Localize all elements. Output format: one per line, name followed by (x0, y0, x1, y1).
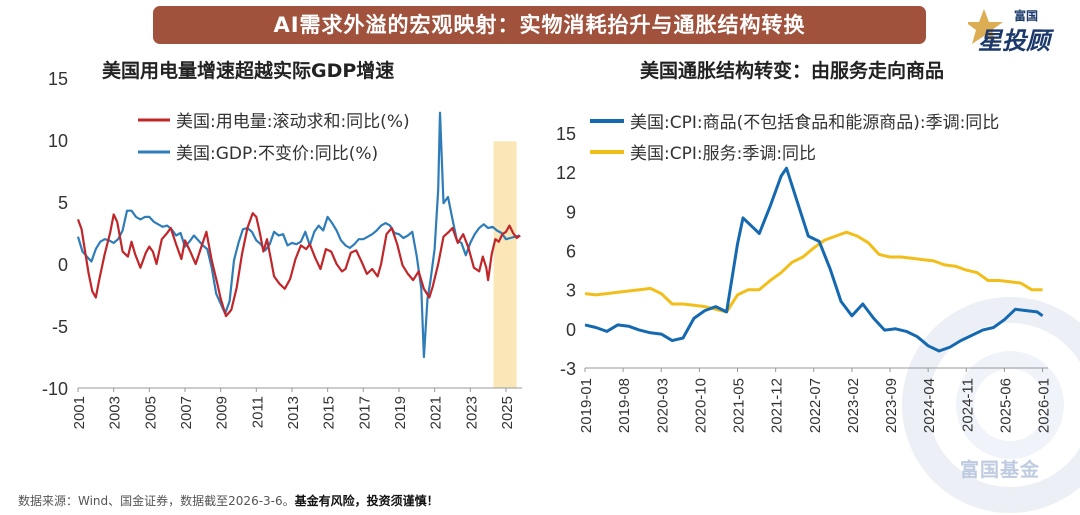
y-tick-label: 12 (556, 163, 576, 183)
x-tick-label: 2015 (321, 396, 338, 429)
logo-main-text: 星投顾 (978, 27, 1050, 55)
y-tick-label: -3 (560, 359, 576, 379)
x-tick-label: 2007 (178, 396, 195, 429)
x-tick-label: 2001 (71, 396, 88, 429)
left-chart: -10 -5 0 5 10 15 2001 2003 2005 2007 2009 2011 2013 2… (42, 69, 522, 429)
x-tick-label: 2025 (499, 396, 516, 429)
legend-label: 美国:GDP:不变价:同比(%) (176, 144, 378, 164)
x-tick-label: 2023 (463, 396, 480, 429)
x-tick-label: 2022-07 (807, 378, 824, 433)
x-tick-label: 2011 (249, 396, 266, 428)
y-tick-label: 0 (58, 255, 68, 275)
y-tick-label: -10 (42, 379, 68, 399)
x-tick-label: 2026-01 (1036, 378, 1053, 433)
y-tick-label: 3 (566, 281, 576, 301)
x-tick-label: 2023-02 (845, 378, 862, 433)
x-tick-label: 2021 (428, 396, 445, 429)
y-tick-label: 10 (48, 131, 68, 151)
logo-small-text: 富国 (1014, 9, 1039, 23)
x-tick-label: 2021-12 (769, 378, 786, 433)
footer-source-text: 数据来源：Wind、国金证券，数据截至2026-3-6。 (18, 494, 295, 508)
y-tick-label: -5 (52, 317, 68, 337)
y-tick-label: 0 (566, 320, 576, 340)
x-tick-label: 2005 (142, 396, 159, 429)
x-tick-label: 2019-01 (578, 378, 595, 433)
left-chart-title: 美国用电量增速超越实际GDP增速 (102, 60, 395, 82)
x-tick-label: 2020-10 (692, 378, 709, 433)
watermark-text: 富国基金 (960, 459, 1041, 481)
legend-label: 美国:用电量:滚动求和:同比(%) (176, 112, 410, 132)
x-tick-label: 2019 (392, 396, 409, 429)
x-tick-label: 2017 (356, 396, 373, 429)
footer-source: 数据来源：Wind、国金证券，数据截至2026-3-6。基金有风险，投资须谨慎！ (18, 492, 439, 509)
y-tick-label: 5 (58, 193, 68, 213)
x-tick-label: 2024-04 (921, 378, 938, 433)
y-tick-label: 15 (556, 124, 576, 144)
x-tick-label: 2021-05 (731, 378, 748, 433)
legend-label: 美国:CPI:服务:季调:同比 (630, 144, 816, 164)
x-tick-label: 2019-08 (616, 378, 633, 433)
banner-title: AI需求外溢的宏观映射：实物消耗抬升与通胀结构转换 (153, 6, 926, 44)
series-line (76, 212, 521, 318)
x-tick-label: 2003 (107, 396, 124, 429)
x-tick-label: 2020-03 (654, 378, 671, 433)
series-line (76, 111, 520, 359)
x-tick-label: 2025-06 (997, 378, 1014, 433)
x-tick-label: 2024-11 (959, 378, 976, 432)
star-logo-icon (965, 9, 1003, 44)
legend-label: 美国:CPI:商品(不包括食品和能源商品):季调:同比 (630, 113, 999, 133)
series-line (584, 230, 1043, 314)
brand-logo: 富国 星投顾 (965, 3, 1078, 55)
x-tick-label: 2023-09 (883, 378, 900, 433)
y-tick-label: 15 (48, 69, 68, 89)
x-tick-label: 2009 (214, 396, 231, 429)
right-chart: -3 0 3 6 9 12 15 2019-01 2019-08 2020-03 2020-10 20… (556, 124, 1053, 433)
right-chart-title: 美国通胀结构转变：由服务走向商品 (640, 60, 945, 82)
highlight-band (493, 141, 517, 388)
y-tick-label: 6 (566, 242, 576, 262)
legends: 美国:用电量:滚动求和:同比(%) 美国:GDP:不变价:同比(%) 美国:CPI:… (138, 112, 999, 164)
y-tick-label: 9 (566, 202, 576, 222)
x-tick-label: 2013 (285, 396, 302, 429)
series-line (584, 166, 1044, 353)
footer-risk-text: 基金有风险，投资须谨慎！ (294, 494, 439, 508)
watermark-shape (902, 297, 1080, 513)
